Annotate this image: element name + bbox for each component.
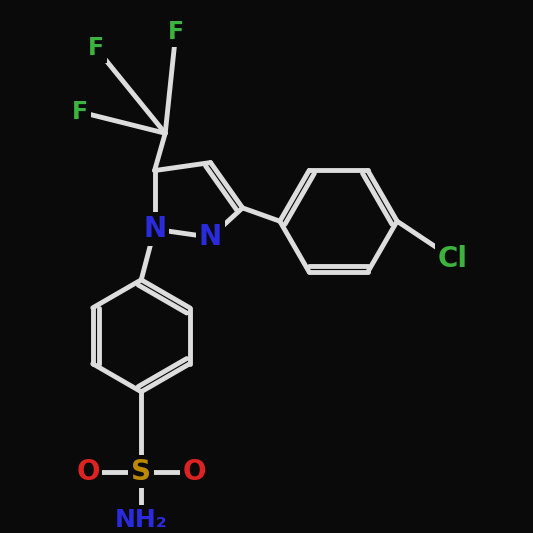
Text: N: N [143,215,166,243]
Text: S: S [131,458,151,486]
Text: N: N [199,223,222,251]
Text: F: F [88,36,104,60]
Text: O: O [183,458,206,486]
Text: F: F [72,100,88,124]
Text: Cl: Cl [438,245,468,272]
Text: O: O [76,458,100,486]
Text: F: F [168,20,184,44]
Text: NH₂: NH₂ [115,507,167,532]
